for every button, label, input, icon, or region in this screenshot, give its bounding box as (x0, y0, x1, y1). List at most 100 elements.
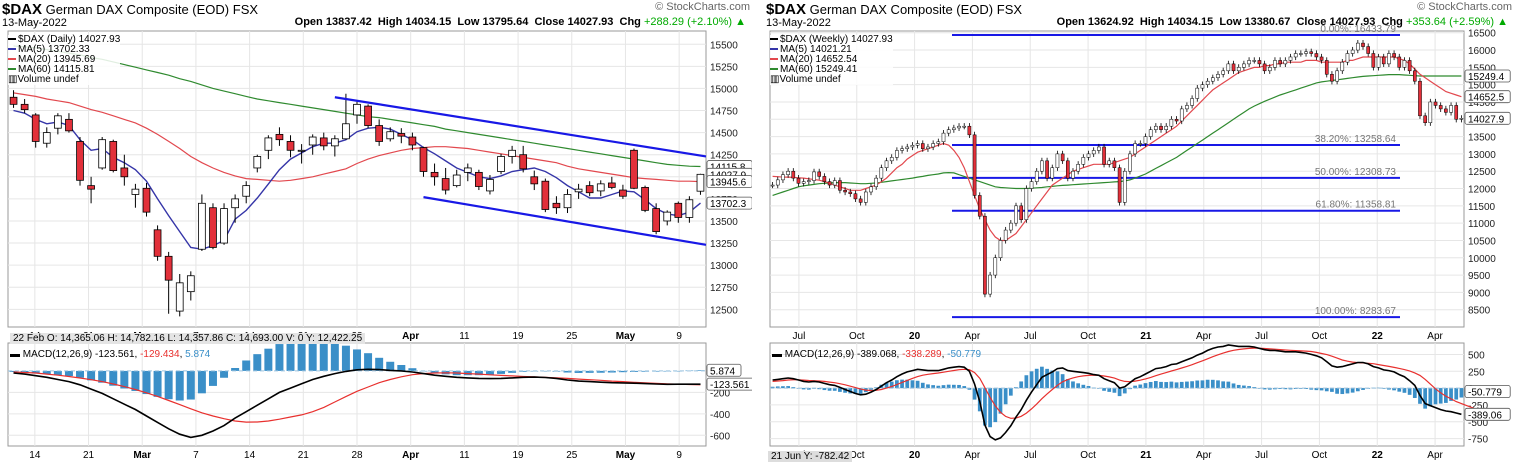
candle-body (1304, 51, 1308, 54)
candle-body (430, 171, 439, 178)
line-swatch-icon (770, 58, 778, 61)
candle-body (342, 123, 350, 140)
legend-volume-text: Volume undef (779, 74, 841, 85)
macd-tick-label: -750 (1468, 435, 1488, 446)
legend-volume: ▥Volume undef (770, 75, 893, 85)
macd-histogram-bar (1159, 381, 1163, 389)
fib-level-label: 38.20%: 13258.64 (1315, 134, 1397, 145)
macd-histogram-bar (1407, 388, 1412, 395)
macd-histogram-bar (31, 370, 40, 374)
macd-histogram-bar (1335, 388, 1339, 394)
macd-histogram-bar (231, 367, 240, 371)
macd-histogram-bar (1340, 388, 1345, 395)
candle-body (905, 146, 910, 149)
weekly-chart-svg[interactable]: 8500 9000 9500 10000 10500 11000 11500 12000 125… (764, 0, 1514, 464)
trend-channel-line (334, 96, 707, 158)
macd-histogram-bar (607, 370, 616, 373)
candle-body (364, 105, 372, 126)
candle-body (874, 177, 878, 188)
y-tick-label: 13000 (1468, 150, 1496, 161)
candle-body (1097, 146, 1101, 151)
y-tick-label: 13500 (710, 217, 738, 228)
x-tick-label: 20 (909, 450, 921, 461)
macd-histogram-bar (1133, 385, 1137, 389)
candle-body (977, 195, 982, 217)
macd-histogram-bar (519, 370, 528, 372)
macd-histogram-bar (1423, 388, 1428, 409)
macd-histogram-bar (967, 388, 972, 390)
candle-body (1335, 70, 1339, 82)
candle-body (1407, 60, 1412, 72)
candle-body (231, 198, 239, 209)
macd-hist-tag-box (706, 363, 742, 377)
candle-body (775, 179, 780, 186)
macd-hist-tag-box (1464, 385, 1511, 398)
macd-histogram-bar (497, 370, 506, 374)
line-swatch-icon (8, 58, 16, 61)
x-tick-label: Jul (793, 331, 806, 342)
candle-body (696, 173, 705, 192)
macd-histogram-bar (1267, 388, 1272, 390)
close-label: Close (1296, 16, 1327, 28)
macd-histogram-bar (822, 388, 827, 391)
exchange: FSX (232, 2, 259, 17)
candle-body (1211, 77, 1215, 82)
macd-value: -389.068 (857, 349, 897, 360)
macd-histogram-bar (1060, 374, 1065, 389)
ma60-tag: 15249.4 (1468, 72, 1505, 83)
ma20-tag-box (706, 175, 752, 188)
macd-histogram-bar (618, 370, 627, 373)
x-tick-label: Oct (849, 450, 865, 461)
x-tick-label: Apr (965, 450, 981, 461)
chart-date: 13-May-2022 (2, 17, 67, 29)
daily-chart-svg[interactable]: 1250012750130001325013500137501400014250… (0, 0, 752, 464)
candle-body (972, 134, 977, 196)
candle-body (198, 202, 206, 250)
macd-hist-tag: -50.779 (1468, 388, 1502, 399)
candle-body (153, 229, 162, 257)
x-tick-label: Apr (965, 331, 981, 342)
macd-legend: ▬ MACD(12,26,9) -389.068, -338.289, -50.… (772, 349, 982, 360)
candle-body (209, 207, 217, 248)
macd-histogram-bar (1190, 381, 1194, 389)
macd-hist-tag: 5.874 (710, 366, 735, 377)
macd-histogram-bar (781, 386, 785, 389)
candle-body (1065, 160, 1070, 179)
macd-histogram-bar (563, 370, 572, 373)
macd-histogram-bar (941, 385, 946, 389)
candle-body (1418, 80, 1422, 117)
y-tick-label: 15250 (710, 62, 738, 73)
candle-body (1081, 157, 1086, 165)
volume-icon: ▥ (8, 74, 18, 85)
macd-histogram-bar (253, 354, 262, 371)
macd-histogram-bar (175, 370, 184, 401)
candle-body (1029, 181, 1034, 189)
y-tick-label: 15000 (710, 84, 738, 95)
macd-histogram-bar (186, 370, 195, 400)
chart-date: 13-May-2022 (766, 17, 831, 29)
macd-histogram-bar (120, 370, 129, 389)
macd-histogram-bar (1231, 383, 1236, 389)
macd-histogram-bar (1179, 381, 1184, 389)
y-tick-label: 12500 (1468, 167, 1496, 178)
y-tick-label: 10000 (1468, 254, 1496, 265)
y-tick-label: 11500 (1468, 202, 1496, 213)
y-tick-label: 14500 (710, 129, 738, 140)
macd-histogram-bar (1298, 388, 1303, 389)
candle-body (1278, 60, 1282, 65)
candle-body (817, 171, 822, 177)
candle-body (1350, 49, 1355, 54)
y-tick-label: 8500 (1468, 306, 1491, 317)
ma20-tag: 14652.5 (1468, 93, 1505, 104)
macd-histogram-bar (775, 386, 780, 389)
legend-ma60: MA(60) 14115.81 (8, 65, 120, 75)
candle-body (895, 150, 899, 158)
macd-histogram-bar (1278, 388, 1283, 389)
candle-body (87, 185, 95, 190)
macd-value-tag: -389.06 (1468, 410, 1502, 421)
candle-body (781, 174, 785, 181)
candle-body (1392, 53, 1396, 58)
macd-histogram-bar (900, 379, 904, 389)
ma60-tag-box (1464, 69, 1511, 83)
candle-body (884, 160, 889, 168)
